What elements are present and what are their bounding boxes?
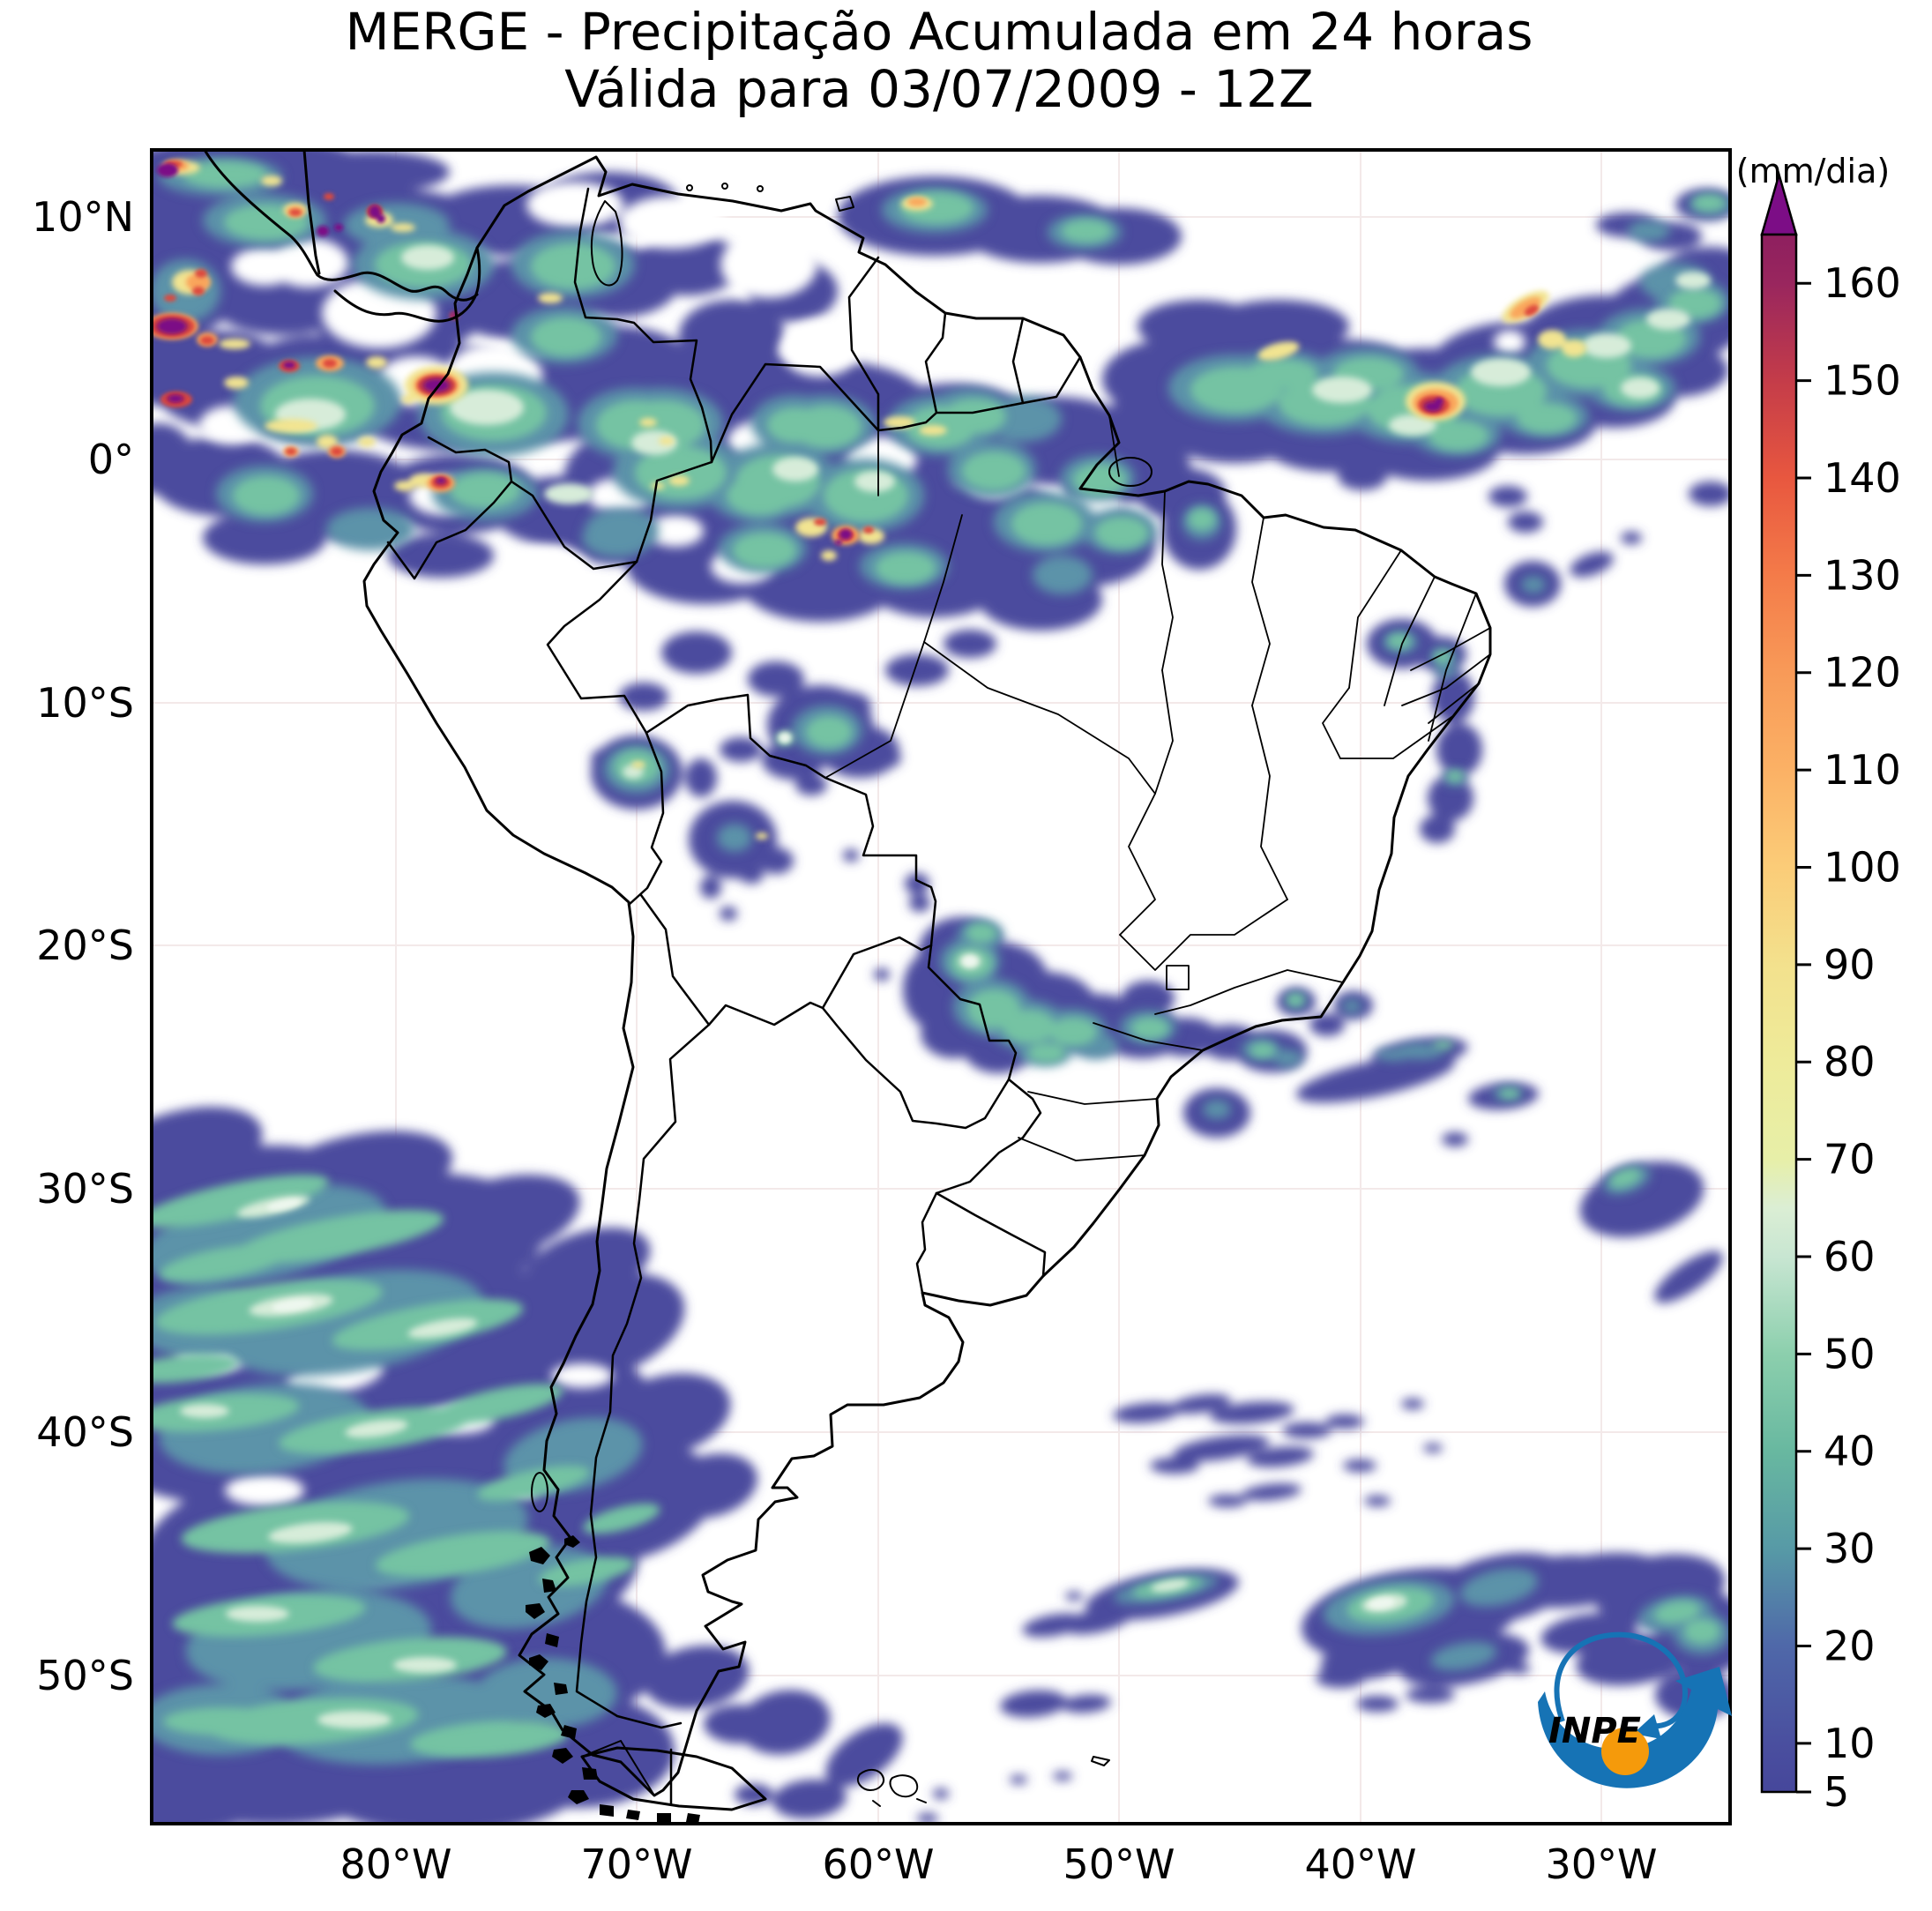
- lat-label-20s: 20°S: [36, 922, 134, 969]
- central-america-coastline: [203, 150, 479, 302]
- chiloe-island: [531, 1472, 548, 1512]
- lon-label-50w: 50°W: [1063, 1840, 1175, 1888]
- colorbar-tick-label-80: 80: [1824, 1038, 1876, 1086]
- y-axis-labels: 10°N 0° 10°S 20°S 30°S 40°S 50°S: [32, 193, 134, 1699]
- colorbar-tick-label-100: 100: [1824, 843, 1901, 891]
- colorbar-tick-label-150: 150: [1824, 357, 1901, 405]
- chile-fjords: [526, 1535, 700, 1824]
- trinidad-island: [835, 196, 854, 212]
- lon-label-30w: 30°W: [1545, 1840, 1657, 1888]
- lat-label-10n: 10°N: [32, 193, 134, 241]
- lat-label-40s: 40°S: [36, 1408, 134, 1456]
- tierra-del-fuego-island: [580, 1746, 767, 1811]
- lon-label-40w: 40°W: [1304, 1840, 1416, 1888]
- precip-layer-bright: [266, 734, 1395, 1609]
- colorbar-tick-label-70: 70: [1824, 1136, 1876, 1183]
- coastlines-and-borders: [203, 150, 1492, 1824]
- precipitation-field: [152, 150, 1730, 1824]
- caribbean-islet-3: [757, 185, 764, 192]
- colorbar-tick-label-130: 130: [1824, 551, 1901, 599]
- lat-label-30s: 30°S: [36, 1165, 134, 1213]
- colorbar-tick-label-10: 10: [1824, 1720, 1876, 1767]
- panama-pacific-coast: [302, 150, 481, 323]
- precip-layer-purple: [157, 163, 1443, 545]
- colorbar-tick-label-40: 40: [1824, 1428, 1876, 1475]
- inpe-logo-spiral-arc: [1554, 1631, 1689, 1729]
- inpe-logo-orange-ball: [1601, 1728, 1649, 1775]
- lake-maracaibo: [590, 200, 623, 287]
- colorbar-ticks: 160 150 140 130 120 110 100 90 80 70 60 50 40 30 20 105: [1796, 259, 1901, 1816]
- colorbar: (mm/dia) 160 150 140 130 120 110 100 90 80 70 60 50…: [1736, 152, 1901, 1816]
- colorbar-tick-label-50: 50: [1824, 1330, 1876, 1377]
- falkland-islands: [856, 1769, 927, 1807]
- lon-label-80w: 80°W: [339, 1840, 451, 1888]
- small-island-bottom: [1091, 1756, 1110, 1766]
- lat-label-0: 0°: [88, 436, 134, 483]
- colorbar-tick-label-90: 90: [1824, 941, 1876, 989]
- colorbar-tick-label-30: 30: [1824, 1525, 1876, 1572]
- figure-title-line2: Válida para 03/07/2009 - 12Z: [564, 59, 1314, 119]
- colorbar-tick-label-5: 5: [1824, 1768, 1849, 1816]
- colorbar-tick-label-120: 120: [1824, 649, 1901, 697]
- colorbar-tick-label-160: 160: [1824, 259, 1901, 307]
- inpe-logo-spiral-arrowhead: [1633, 1714, 1661, 1739]
- colorbar-tick-label-60: 60: [1824, 1233, 1876, 1280]
- inpe-logo: INPE: [1538, 1631, 1732, 1788]
- country-borders: [386, 187, 1082, 1806]
- colorbar-tick-label-110: 110: [1824, 746, 1901, 794]
- precip-layer-pale: [180, 245, 1711, 1728]
- caribbean-islet-1: [686, 184, 693, 191]
- figure-title-line1: MERGE - Precipitação Acumulada em 24 hor…: [346, 2, 1533, 62]
- colorbar-tick-label-140: 140: [1824, 454, 1901, 502]
- lon-label-60w: 60°W: [822, 1840, 934, 1888]
- x-axis-labels: 80°W 70°W 60°W 50°W 40°W 30°W: [339, 1840, 1657, 1888]
- caribbean-islet-2: [721, 183, 728, 190]
- south-america-coastline: [362, 155, 1492, 1797]
- marajo-island: [1108, 457, 1152, 487]
- colorbar-unit-label: (mm/dia): [1736, 152, 1890, 190]
- lon-label-70w: 70°W: [580, 1840, 692, 1888]
- inpe-logo-swoosh-arrow: [1538, 1667, 1732, 1788]
- lat-label-50s: 50°S: [36, 1652, 134, 1699]
- lat-label-10s: 10°S: [36, 679, 134, 727]
- brazil-state-borders: [824, 414, 1491, 1161]
- colorbar-gradient-bar: [1760, 233, 1798, 1794]
- colorbar-tick-label-20: 20: [1824, 1622, 1876, 1669]
- inpe-logo-text: INPE: [1548, 1711, 1641, 1751]
- map-frame-border: [150, 148, 1732, 1825]
